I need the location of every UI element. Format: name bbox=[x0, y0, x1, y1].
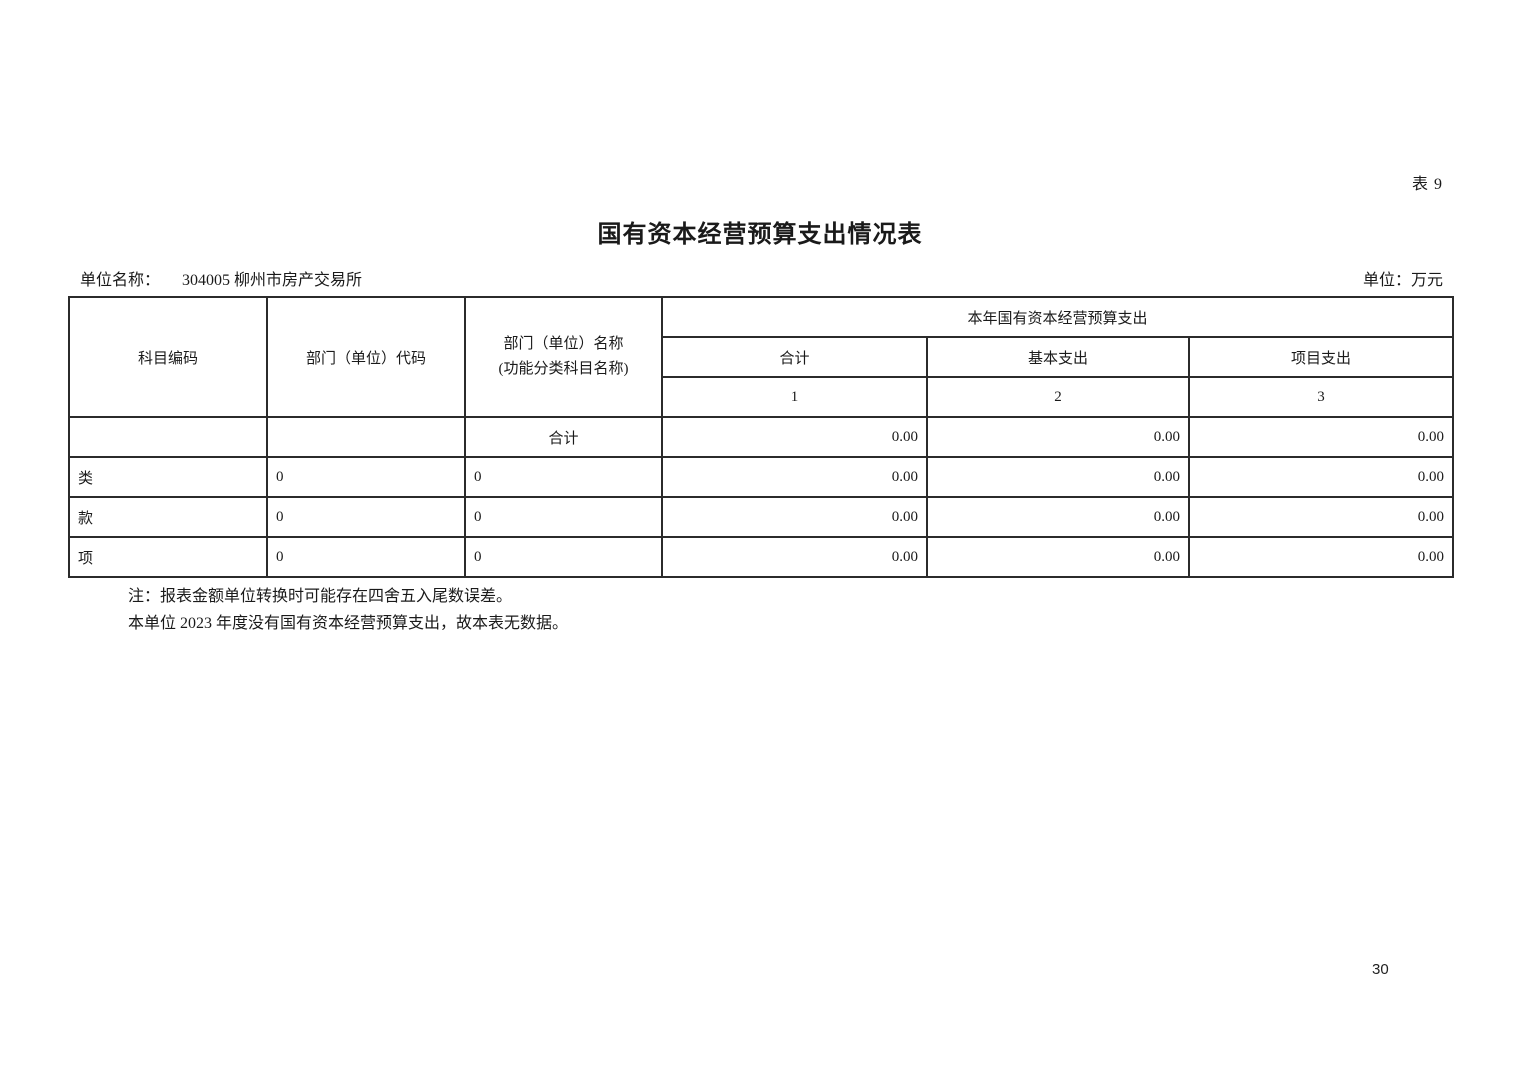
cell-basic: 0.00 bbox=[926, 456, 1190, 498]
header-row-columns: 合计 基本支出 项目支出 bbox=[69, 336, 1455, 378]
cell-subject-code: 项 bbox=[68, 536, 268, 578]
currency-unit-label: 单位：万元 bbox=[1362, 272, 1443, 289]
cell-total: 0.00 bbox=[661, 456, 928, 498]
cell-project: 0.00 bbox=[1187, 416, 1455, 458]
cell-project: 0.00 bbox=[1187, 496, 1455, 538]
header-group-title: 本年国有资本经营预算支出 bbox=[660, 296, 1455, 338]
header-dept-name-line1: 部门（单位）名称 bbox=[503, 336, 624, 352]
meta-row: 单位名称： 304005 柳州市房产交易所 单位：万元 bbox=[80, 266, 1443, 290]
header-row-indexes: 1 2 3 bbox=[69, 376, 1455, 418]
unit-name: 单位名称： 304005 柳州市房产交易所 bbox=[80, 266, 362, 290]
header-dept-code: 部门（单位）代码 bbox=[266, 296, 466, 418]
cell-total: 0.00 bbox=[661, 416, 928, 458]
cell-basic: 0.00 bbox=[926, 416, 1190, 458]
cell-dept-name: 0 bbox=[464, 536, 663, 578]
budget-expenditure-table: 科目编码 部门（单位）代码 部门（单位）名称 (功能分类科目名称) 本年国有资本… bbox=[68, 296, 1455, 578]
header-basic: 基本支出 bbox=[926, 336, 1190, 378]
footnotes: 注：报表金额单位转换时可能存在四舍五入尾数误差。 本单位 2023 年度没有国有… bbox=[128, 583, 568, 637]
header-row-group: 科目编码 部门（单位）代码 部门（单位）名称 (功能分类科目名称) 本年国有资本… bbox=[68, 296, 1455, 418]
header-project: 项目支出 bbox=[1187, 336, 1455, 378]
table-row-item: 项 0 0 0.00 0.00 0.00 bbox=[68, 536, 1455, 578]
cell-dept-code: 0 bbox=[266, 536, 466, 578]
cell-subject-code: 类 bbox=[68, 456, 268, 498]
footnote-rounding: 注：报表金额单位转换时可能存在四舍五入尾数误差。 bbox=[128, 588, 513, 605]
table-row-class: 类 0 0 0.00 0.00 0.00 bbox=[68, 456, 1455, 498]
header-subject-code: 科目编码 bbox=[68, 296, 268, 418]
header-dept-name: 部门（单位）名称 (功能分类科目名称) bbox=[464, 296, 663, 418]
cell-dept-name: 0 bbox=[464, 496, 663, 538]
header-total: 合计 bbox=[661, 336, 928, 378]
cell-subject-code bbox=[68, 416, 268, 458]
cell-subject-code: 款 bbox=[68, 496, 268, 538]
cell-dept-name: 0 bbox=[464, 456, 663, 498]
cell-dept-code: 0 bbox=[266, 496, 466, 538]
cell-dept-code: 0 bbox=[266, 456, 466, 498]
column-index-1: 1 bbox=[661, 376, 928, 418]
cell-project: 0.00 bbox=[1187, 536, 1455, 578]
cell-basic: 0.00 bbox=[926, 496, 1190, 538]
column-index-3: 3 bbox=[1187, 376, 1455, 418]
table-row-section: 款 0 0 0.00 0.00 0.00 bbox=[68, 496, 1455, 538]
cell-dept-code bbox=[266, 416, 466, 458]
page-title: 国有资本经营预算支出情况表 bbox=[597, 222, 923, 248]
header-dept-name-line2: (功能分类科目名称) bbox=[498, 361, 629, 377]
unit-name-value: 304005 柳州市房产交易所 bbox=[182, 272, 363, 289]
cell-total: 0.00 bbox=[661, 496, 928, 538]
cell-project: 0.00 bbox=[1187, 456, 1455, 498]
footnote-no-data: 本单位 2023 年度没有国有资本经营预算支出，故本表无数据。 bbox=[128, 615, 569, 632]
table-row-total: 合计 0.00 0.00 0.00 bbox=[68, 416, 1455, 458]
cell-basic: 0.00 bbox=[926, 536, 1190, 578]
table-number-tag: 表 9 bbox=[1411, 176, 1443, 193]
page-number: 30 bbox=[1372, 961, 1389, 978]
unit-name-label: 单位名称： bbox=[80, 272, 161, 289]
cell-total: 0.00 bbox=[661, 536, 928, 578]
column-index-2: 2 bbox=[926, 376, 1190, 418]
cell-dept-name: 合计 bbox=[464, 416, 663, 458]
